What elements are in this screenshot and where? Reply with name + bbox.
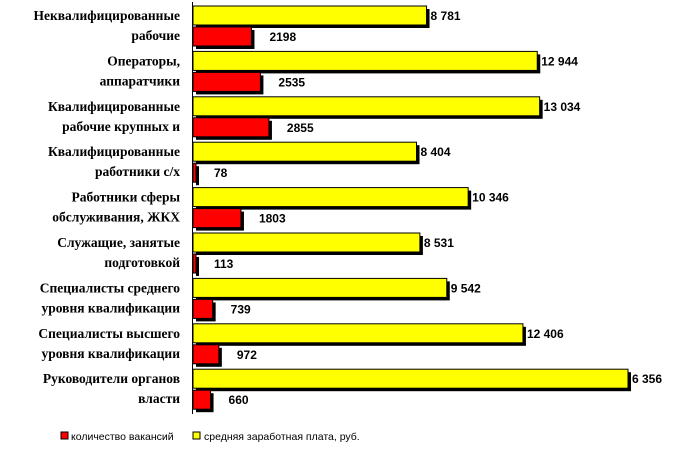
value-label-salary: 12 406: [527, 327, 564, 341]
category-label-line: рабочие: [131, 28, 180, 43]
category-label: Специалисты высшего уровня квалификации: [38, 326, 180, 361]
value-label-salary: 8 531: [424, 236, 454, 250]
category-label: Служащие, занятые подготовкой: [57, 235, 180, 270]
category-label: Руководители органов власти: [43, 371, 180, 406]
category-label-line: Служащие, занятые: [57, 235, 180, 250]
category-label: Квалифицированные рабочие крупных и: [48, 99, 180, 134]
value-label-vacancies: 972: [237, 348, 257, 362]
legend-swatch-vacancies: [60, 431, 69, 440]
bar-vacancies: [192, 71, 261, 92]
bar-salary: [192, 232, 421, 253]
category-label-line: Неквалифицированные: [33, 8, 180, 23]
category-label: Специалисты среднего уровня квалификации: [40, 280, 181, 315]
value-label-salary: 10 346: [472, 191, 509, 205]
category-label-line: подготовкой: [104, 255, 180, 270]
category-label-line: аппаратчики: [100, 73, 181, 88]
category-label: Работники сферы обслуживания, ЖКХ: [52, 190, 180, 225]
value-label-salary: 8 781: [431, 9, 461, 23]
value-label-vacancies: 78: [214, 166, 228, 180]
value-label-salary: 12 944: [541, 54, 578, 68]
value-label-vacancies: 2535: [278, 75, 305, 89]
bar-salary: [192, 5, 428, 26]
category-label-line: рабочие крупных и: [62, 119, 180, 134]
bar-shadow: [196, 166, 199, 186]
category-label-line: Руководители органов: [43, 371, 180, 386]
bar-salary: [192, 50, 538, 71]
value-label-vacancies: 2855: [287, 121, 314, 135]
category-label-line: Специалисты высшего: [38, 326, 180, 341]
bar-vacancies: [192, 389, 212, 410]
bar-salary: [192, 187, 469, 208]
value-label-vacancies: 739: [231, 302, 251, 316]
bar-salary: [192, 96, 541, 117]
bars: [192, 5, 631, 413]
value-label-vacancies: 113: [214, 257, 234, 271]
bar-vacancies: [192, 117, 270, 138]
value-labels: 8 781 2198 12 944 2535 13 034 2855 8 404 78 10 3…: [214, 9, 662, 407]
bar-vacancies: [192, 298, 214, 319]
bar-shadow: [196, 257, 200, 276]
category-label: Неквалифицированные рабочие: [33, 8, 180, 43]
bar-vacancies: [192, 344, 220, 365]
value-label-salary: 13 034: [544, 100, 581, 114]
category-label: Квалифицированные работники с/х: [48, 144, 180, 179]
bar-vacancies: [192, 162, 197, 183]
category-label-line: работники с/х: [95, 164, 180, 179]
bar-vacancies: [192, 253, 197, 274]
category-label: Операторы, аппаратчики: [100, 53, 181, 88]
value-label-vacancies: 660: [229, 393, 249, 407]
category-label-line: уровня квалификации: [42, 300, 181, 315]
bar-salary: [192, 368, 629, 389]
category-label-line: уровня квалификации: [42, 346, 181, 361]
legend-label-salary: средняя заработная плата, руб.: [204, 431, 360, 443]
value-label-salary: 8 404: [421, 145, 451, 159]
category-label-line: Специалисты среднего: [40, 280, 181, 295]
category-label-line: Операторы,: [107, 53, 180, 68]
bar-vacancies: [192, 26, 252, 47]
category-label-line: обслуживания, ЖКХ: [52, 210, 180, 225]
legend-label-vacancies: количество вакансий: [71, 431, 174, 443]
bar-salary: [192, 141, 418, 162]
value-label-salary: 9 542: [451, 281, 481, 295]
value-label-salary: 6 356: [632, 372, 662, 386]
category-label-line: Квалифицированные: [48, 99, 180, 114]
legend-swatch-salary: [192, 431, 201, 440]
category-label-line: Работники сферы: [72, 190, 181, 205]
category-label-line: власти: [138, 391, 180, 406]
value-label-vacancies: 2198: [269, 30, 296, 44]
value-label-vacancies: 1803: [259, 212, 286, 226]
legend: количество вакансий средняя заработная п…: [60, 431, 360, 443]
bar-vacancies: [192, 208, 242, 229]
bar-salary: [192, 323, 524, 344]
bar-salary: [192, 277, 448, 298]
category-label-line: Квалифицированные: [48, 144, 180, 159]
category-labels: Неквалифицированные рабочие Операторы, аппа…: [33, 8, 180, 406]
